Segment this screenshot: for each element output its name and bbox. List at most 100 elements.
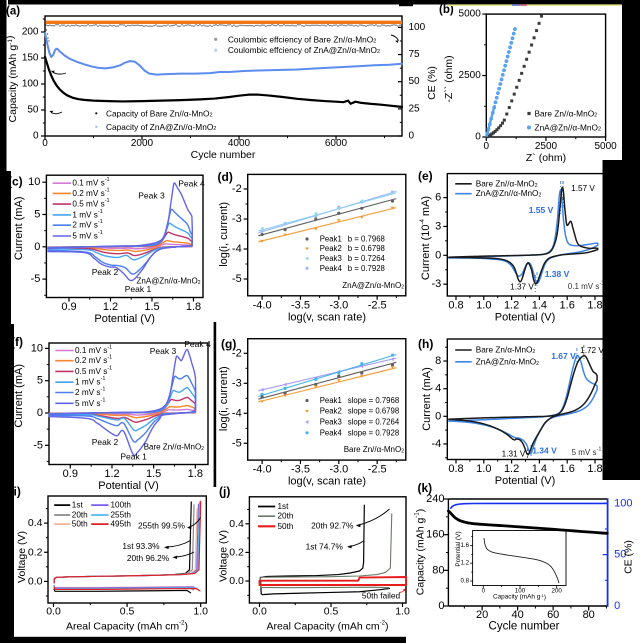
svg-text:-3: -3 — [432, 278, 442, 290]
svg-text:100: 100 — [22, 79, 39, 90]
svg-text:0.8: 0.8 — [448, 300, 463, 312]
svg-text:Peak1: Peak1 — [320, 396, 342, 405]
svg-text:2000: 2000 — [131, 138, 154, 149]
svg-text:log(v, scan rate): log(v, scan rate) — [288, 476, 366, 488]
svg-text:0.9: 0.9 — [61, 301, 76, 313]
svg-text:Cycle number: Cycle number — [191, 149, 256, 161]
svg-text:0: 0 — [435, 410, 441, 422]
svg-text:Peak2: Peak2 — [320, 244, 342, 253]
svg-text:ZnA@Zn//α-MnO2: ZnA@Zn//α-MnO2 — [476, 189, 542, 199]
svg-text:20th 92.7%: 20th 92.7% — [311, 520, 354, 530]
svg-text:-3: -3 — [232, 377, 242, 389]
svg-text:0.0: 0.0 — [28, 575, 43, 587]
svg-text:1st 74.7%: 1st 74.7% — [306, 542, 344, 552]
svg-text:0: 0 — [482, 588, 486, 595]
svg-text:1.2: 1.2 — [103, 301, 118, 313]
svg-text:1.6: 1.6 — [560, 463, 575, 475]
svg-text:1.8: 1.8 — [188, 468, 203, 480]
svg-text:5: 5 — [34, 209, 40, 221]
svg-text:160: 160 — [426, 529, 444, 541]
svg-text:1.8: 1.8 — [587, 463, 602, 475]
svg-text:1st: 1st — [72, 501, 84, 510]
svg-text:-5: -5 — [31, 273, 41, 285]
svg-text:75: 75 — [409, 49, 421, 60]
svg-text:Capacity (mAh g-1): Capacity (mAh g-1) — [4, 36, 19, 123]
svg-text:Peak2: Peak2 — [320, 407, 342, 416]
svg-text:-Z`` (ohm): -Z`` (ohm) — [443, 55, 455, 102]
svg-text:slope = 0.6798: slope = 0.6798 — [348, 407, 399, 416]
svg-text:60: 60 — [547, 609, 559, 621]
svg-text:0.2: 0.2 — [28, 546, 43, 558]
svg-text:1.5: 1.5 — [146, 468, 161, 480]
svg-text:1.2: 1.2 — [104, 468, 119, 480]
svg-text:0: 0 — [484, 141, 490, 152]
svg-text:0.5: 0.5 — [324, 606, 339, 618]
svg-text:6000: 6000 — [325, 138, 348, 149]
svg-text:Peak 2: Peak 2 — [92, 267, 119, 277]
svg-text:100: 100 — [409, 22, 426, 33]
svg-text:0: 0 — [34, 241, 40, 253]
svg-text:1.2: 1.2 — [504, 463, 519, 475]
svg-text:-2.5: -2.5 — [368, 464, 387, 476]
svg-text:0.0: 0.0 — [46, 606, 61, 618]
svg-text:-3.0: -3.0 — [329, 299, 348, 311]
svg-text:Capacity (mAh g-1): Capacity (mAh g-1) — [415, 509, 427, 595]
svg-text:(d): (d) — [218, 170, 233, 184]
svg-text:Coulombic effciency of Bare Zn: Coulombic effciency of Bare Zn//α-MnO2 — [228, 34, 376, 44]
svg-text:2 mV s-1: 2 mV s-1 — [75, 387, 105, 398]
svg-text:0.8: 0.8 — [448, 463, 463, 475]
svg-text:1.57 V: 1.57 V — [571, 184, 595, 193]
svg-text:Potential (V): Potential (V) — [94, 313, 155, 325]
svg-text:Voltage (V): Voltage (V) — [16, 531, 28, 583]
svg-text:1.0: 1.0 — [193, 606, 208, 618]
svg-text:-4: -4 — [232, 243, 242, 255]
svg-text:Coulombic effciency of ZnA@Zn/: Coulombic effciency of ZnA@Zn//α-MnO2 — [228, 45, 380, 55]
svg-text:slope = 0.7928: slope = 0.7928 — [348, 428, 399, 437]
svg-text:1st: 1st — [278, 502, 290, 511]
svg-text:5000: 5000 — [594, 141, 617, 152]
svg-text:1.0: 1.0 — [476, 300, 491, 312]
svg-text:1.6: 1.6 — [460, 542, 469, 549]
svg-text:-2.5: -2.5 — [368, 299, 387, 311]
svg-text:200: 200 — [22, 27, 39, 38]
svg-text:1.55 V: 1.55 V — [529, 205, 554, 215]
svg-text:Cycle number: Cycle number — [489, 620, 560, 632]
svg-text:Peak 4: Peak 4 — [184, 339, 211, 349]
svg-text:1.37 V: 1.37 V — [510, 283, 534, 292]
svg-text:Capacity of Bare Zn//α-MnO2: Capacity of Bare Zn//α-MnO2 — [106, 109, 213, 119]
svg-text:ZnA@Zn//α-MnO2: ZnA@Zn//α-MnO2 — [137, 277, 201, 287]
svg-text:1.38 V: 1.38 V — [545, 269, 570, 279]
svg-text:0: 0 — [409, 131, 415, 142]
svg-text:ZnA@Zn/α-MnO2: ZnA@Zn/α-MnO2 — [476, 357, 539, 367]
svg-text:-5: -5 — [232, 273, 242, 285]
svg-text:Bare Zn//α-MnO2: Bare Zn//α-MnO2 — [476, 179, 538, 189]
svg-text:b = 0.7264: b = 0.7264 — [348, 254, 386, 263]
svg-text:1 mV s-1: 1 mV s-1 — [75, 376, 105, 387]
svg-text:5000: 5000 — [459, 9, 482, 20]
svg-text:CE (%): CE (%) — [623, 540, 635, 574]
svg-text:Peak4: Peak4 — [320, 428, 343, 437]
svg-text:Peak1: Peak1 — [320, 235, 342, 244]
svg-text:-4: -4 — [432, 438, 442, 450]
svg-text:0.2 mV s-1: 0.2 mV s-1 — [75, 355, 112, 366]
svg-text:100th: 100th — [111, 501, 132, 510]
svg-text:3: 3 — [435, 220, 441, 232]
svg-text:0.5 mV s-1: 0.5 mV s-1 — [75, 365, 112, 376]
svg-text:-3: -3 — [232, 213, 242, 225]
svg-text:50: 50 — [409, 76, 421, 87]
svg-text:50: 50 — [27, 105, 39, 116]
svg-text:-3.5: -3.5 — [291, 299, 310, 311]
svg-text:2500: 2500 — [535, 141, 558, 152]
svg-text:Peak 3: Peak 3 — [150, 346, 177, 356]
svg-text:200: 200 — [552, 588, 563, 595]
svg-text:Current (mA): Current (mA) — [13, 197, 25, 261]
svg-text:Areal Capacity (mAh cm-2): Areal Capacity (mAh cm-2) — [266, 620, 388, 632]
svg-text:Current (mA): Current (mA) — [421, 367, 433, 431]
svg-text:Bare Zn/α-MnO2: Bare Zn/α-MnO2 — [476, 346, 536, 356]
svg-text:0: 0 — [37, 407, 43, 419]
svg-text:1.8: 1.8 — [186, 301, 201, 313]
svg-text:0.4: 0.4 — [229, 518, 244, 530]
svg-text:0: 0 — [614, 600, 620, 612]
svg-text:10: 10 — [31, 342, 43, 354]
svg-text:log(v, scan rate): log(v, scan rate) — [288, 311, 366, 323]
